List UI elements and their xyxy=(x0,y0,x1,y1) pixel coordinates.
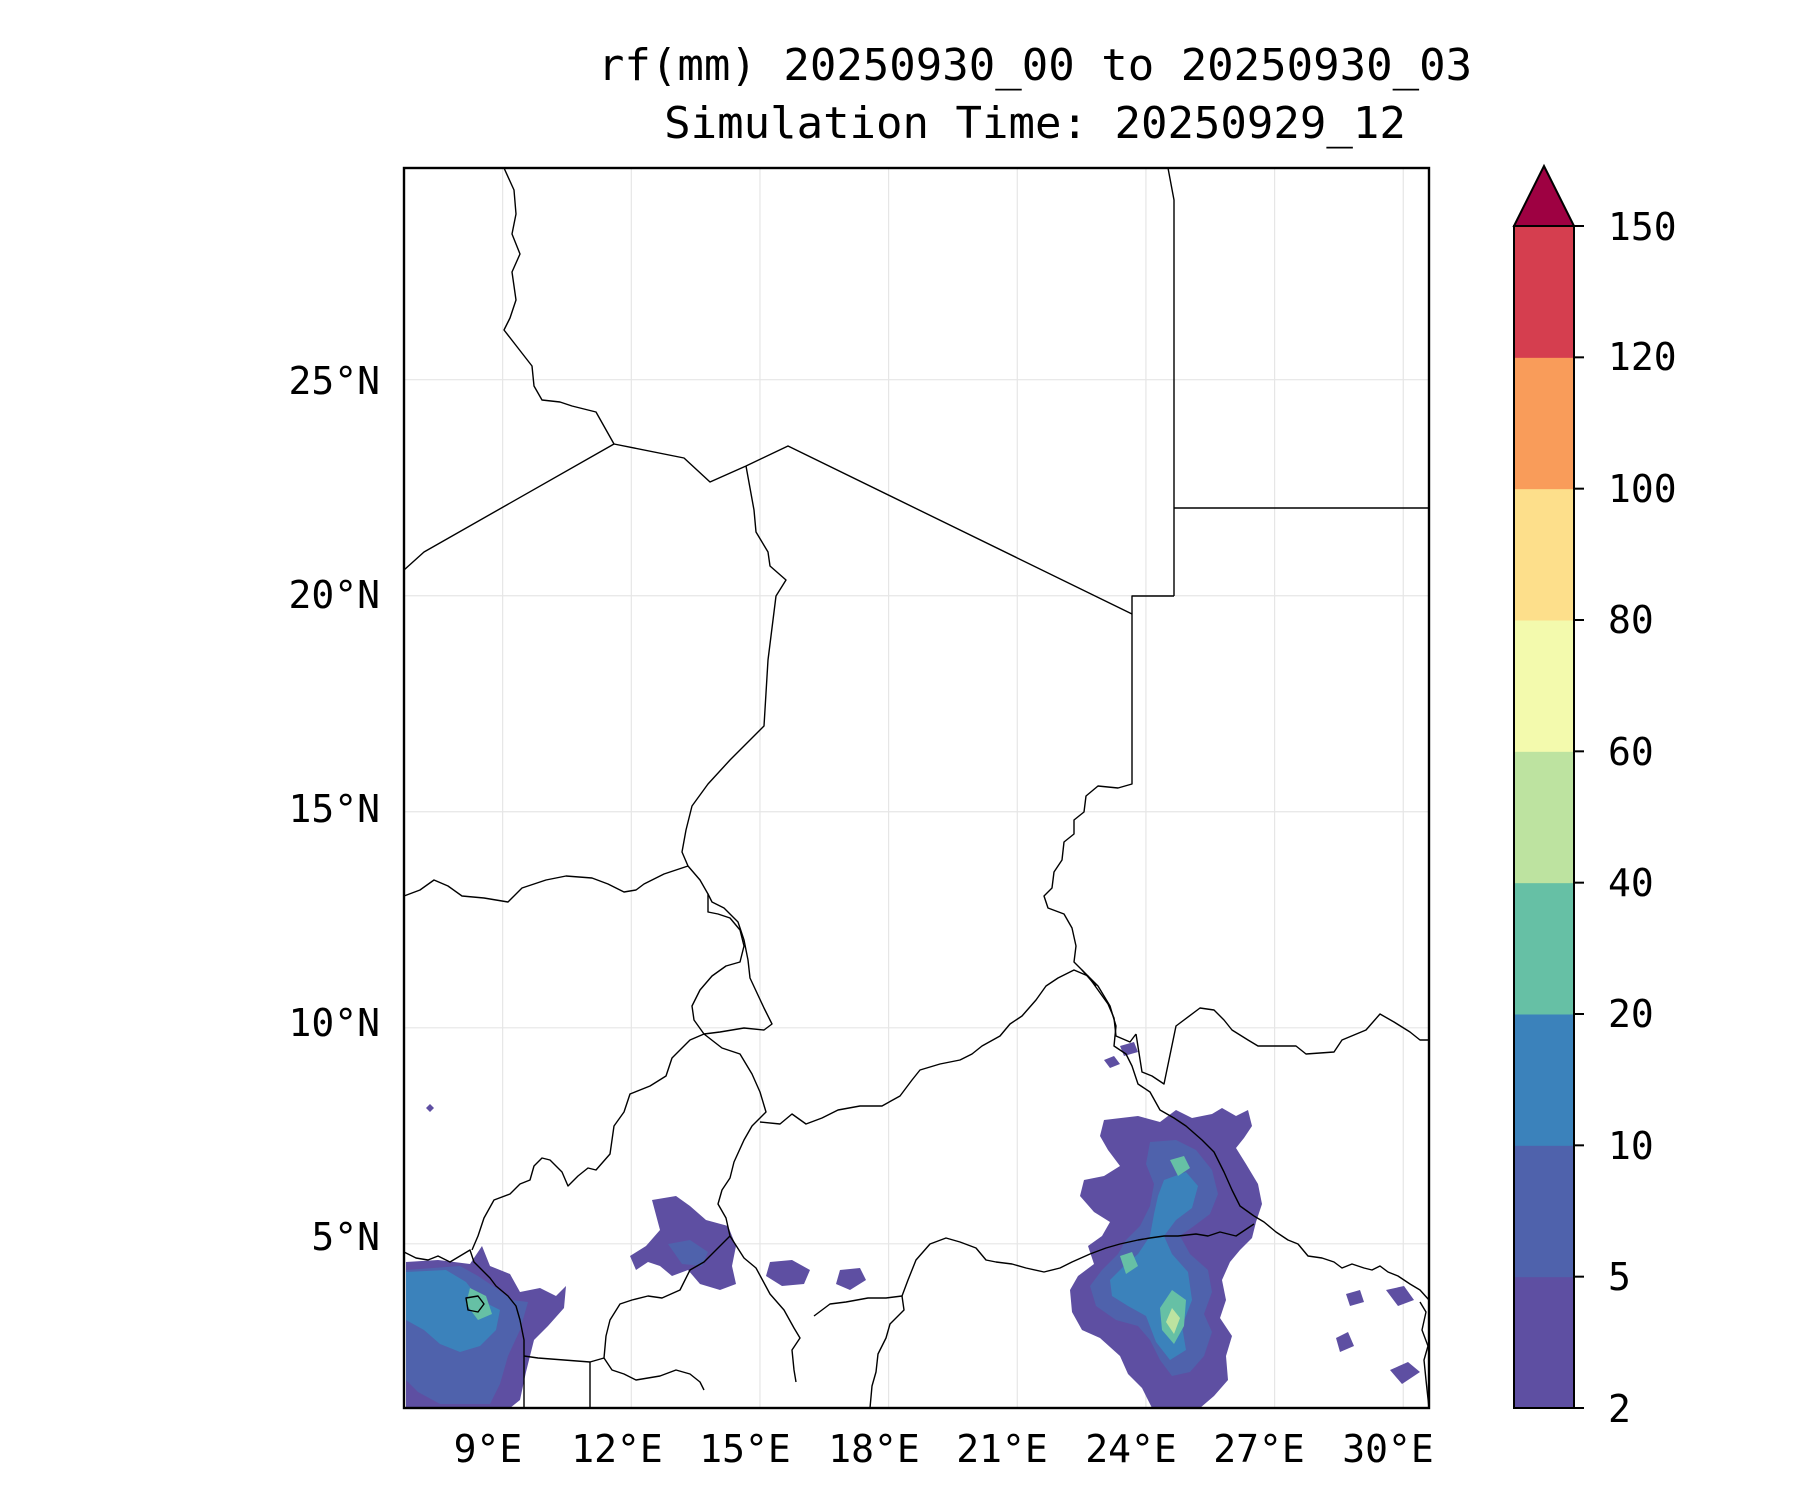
colorbar-label-20: 20 xyxy=(1608,992,1654,1036)
lon-label-15E: 15°E xyxy=(699,1427,791,1471)
colorbar-segment xyxy=(1514,1276,1574,1409)
lon-label-12E: 12°E xyxy=(571,1427,663,1471)
gridlines xyxy=(404,168,1429,1408)
rainfall-contours xyxy=(406,1042,1420,1408)
lat-label-5N: 5°N xyxy=(311,1215,380,1259)
border-libya-sudan xyxy=(1131,595,1174,614)
colorbar-segment xyxy=(1514,882,1574,1015)
country-borders xyxy=(403,167,1430,1409)
lat-label-25N: 25°N xyxy=(288,359,380,403)
rain-area-small-e6 xyxy=(1346,1290,1364,1306)
lon-label-21E: 21°E xyxy=(956,1427,1048,1471)
colorbar-label-10: 10 xyxy=(1608,1124,1654,1168)
border-southsudan-drc xyxy=(1253,1215,1430,1301)
colorbar-segment xyxy=(1514,751,1574,884)
colorbar-extend-arrow xyxy=(1512,163,1576,227)
border-car-sudan xyxy=(1081,969,1255,1217)
colorbar-frame xyxy=(1513,225,1575,1409)
colorbar-segment xyxy=(1514,488,1574,621)
rain-area-east-level5 xyxy=(1166,1308,1180,1334)
colorbar-label-5: 5 xyxy=(1608,1255,1631,1299)
chart-title-line2: Simulation Time: 20250929_12 xyxy=(664,98,1406,149)
lon-tick-labels: 9°E 12°E 15°E 18°E 21°E 24°E 27°E 30°E xyxy=(454,1427,1434,1471)
rain-area-small-e5 xyxy=(1386,1286,1414,1306)
rain-area-east-level4b xyxy=(1170,1156,1190,1176)
rain-area-level4 xyxy=(466,1288,492,1320)
border-cameroon-gabon xyxy=(523,1355,605,1363)
map-panel xyxy=(402,166,1431,1410)
lat-tick-labels: 25°N 20°N 15°N 10°N 5°N xyxy=(288,359,380,1259)
colorbar-segment xyxy=(1514,357,1574,490)
lon-label-30E: 30°E xyxy=(1342,1427,1434,1471)
border-car-drc xyxy=(729,1235,801,1383)
coastline-bioko xyxy=(465,1295,485,1313)
border-niger-libya xyxy=(613,443,747,483)
colorbar-label-150: 150 xyxy=(1608,205,1677,249)
rain-area-small-e4 xyxy=(1390,1362,1420,1384)
colorbar-tick-labels: 150 120 100 80 60 40 20 10 5 2 xyxy=(1608,205,1677,1431)
border-car-south xyxy=(901,1223,1255,1297)
colorbar-segment xyxy=(1514,226,1574,358)
border-nigeria-cameroon xyxy=(471,1033,705,1251)
border-chad-car xyxy=(759,969,1137,1125)
lat-label-15N: 15°N xyxy=(288,787,380,831)
border-lake-chad xyxy=(703,893,773,1035)
rain-area-level3 xyxy=(406,1270,500,1352)
rain-area-cameroon-level2 xyxy=(668,1240,708,1266)
border-algeria-libya xyxy=(503,167,615,445)
lon-label-24E: 24°E xyxy=(1085,1427,1177,1471)
border-chad-sudan xyxy=(1043,614,1133,987)
colorbar-segment xyxy=(1514,1145,1574,1278)
border-car-drc-south xyxy=(813,1295,905,1409)
coastline xyxy=(403,1249,525,1356)
border-egypt-libya xyxy=(1167,167,1175,596)
lat-label-20N: 20°N xyxy=(288,573,380,617)
rain-area-cameroon-small2 xyxy=(836,1268,866,1290)
colorbar xyxy=(1512,163,1584,1409)
rain-area-small-e3 xyxy=(1336,1332,1354,1352)
border-sudan-southsudan xyxy=(1135,1007,1429,1085)
border-cameroon-congo xyxy=(603,1235,731,1391)
colorbar-label-100: 100 xyxy=(1608,467,1677,511)
border-libya-chad xyxy=(745,445,1133,615)
border-chad-cameroon xyxy=(687,865,767,1237)
lat-label-10N: 10°N xyxy=(288,1001,380,1045)
colorbar-label-60: 60 xyxy=(1608,730,1654,774)
chart-title-line1: rf(mm) 20250930_00 to 20250930_03 xyxy=(597,40,1473,91)
colorbar-label-40: 40 xyxy=(1608,861,1654,905)
lon-label-18E: 18°E xyxy=(828,1427,920,1471)
border-niger-chad xyxy=(681,465,787,867)
colorbar-segment xyxy=(1514,620,1574,752)
rain-area-small-e1 xyxy=(1104,1056,1120,1068)
rain-area-east-level4c xyxy=(1120,1252,1138,1274)
rain-area-cameroon-small xyxy=(766,1260,810,1286)
border-algeria-niger xyxy=(403,443,615,571)
colorbar-label-2: 2 xyxy=(1608,1387,1631,1431)
colorbar-label-120: 120 xyxy=(1608,335,1677,379)
lon-label-27E: 27°E xyxy=(1213,1427,1305,1471)
rain-area-nigeria xyxy=(426,1104,434,1112)
colorbar-segment xyxy=(1514,1014,1574,1146)
colorbar-label-80: 80 xyxy=(1608,598,1654,642)
border-niger-nigeria xyxy=(403,865,689,903)
map-frame xyxy=(402,166,1431,1410)
lon-label-9E: 9°E xyxy=(454,1427,523,1471)
